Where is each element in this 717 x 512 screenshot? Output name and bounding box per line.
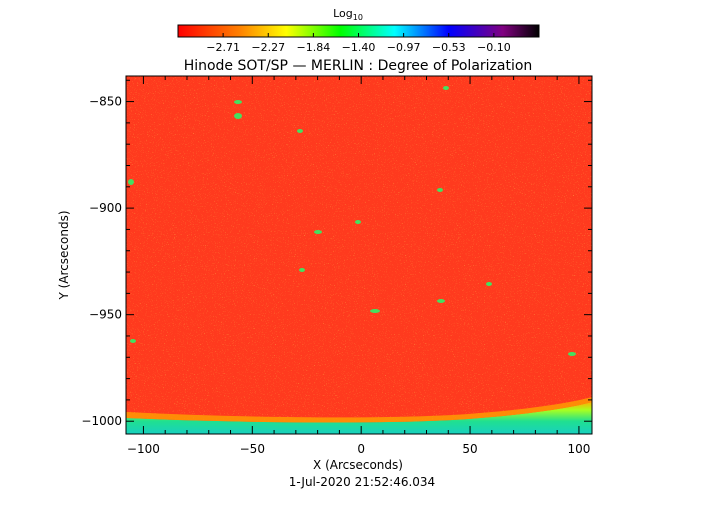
colorbar-tick-label: −2.71 <box>206 41 240 54</box>
image-title: Hinode SOT/SP — MERLIN : Degree of Polar… <box>184 58 533 74</box>
polarization-patches <box>128 86 576 356</box>
patch <box>486 282 492 286</box>
x-tick-label: 0 <box>357 442 365 456</box>
colorbar-ticks: −2.71 −2.27 −1.84 −1.40 −0.97 −0.53 −0.10 <box>206 33 511 54</box>
colorbar-title-sub: 10 <box>353 13 363 22</box>
limb-glow <box>126 397 592 423</box>
y-tick-label: −850 <box>89 95 122 109</box>
patch <box>234 113 242 119</box>
patch <box>299 268 305 272</box>
patch <box>297 129 303 133</box>
y-axis-label: Y (Arcseconds) <box>57 210 71 300</box>
patch <box>370 309 380 313</box>
y-tick-label: −1000 <box>81 414 122 428</box>
colorbar-tick-label: −1.40 <box>342 41 376 54</box>
patch <box>568 352 576 356</box>
colorbar-tick-label: −0.10 <box>477 41 511 54</box>
colorbar-tick-label: −0.97 <box>387 41 421 54</box>
x-tick-label: 100 <box>567 442 590 456</box>
patch <box>234 100 242 104</box>
plot-frame <box>125 75 593 435</box>
colorbar-tick-label: −2.27 <box>251 41 285 54</box>
patch <box>437 188 443 192</box>
x-axis-label: X (Arcseconds) <box>313 458 403 472</box>
colorbar-title-main: Log <box>333 7 353 20</box>
patch <box>437 299 445 303</box>
x-tick-label: −50 <box>240 442 265 456</box>
polarization-map <box>126 76 592 434</box>
colorbar-tick-label: −0.53 <box>432 41 466 54</box>
y-tick-label: −950 <box>89 308 122 322</box>
map-texture <box>126 76 592 434</box>
x-tick-label: 50 <box>462 442 477 456</box>
axis-ticks: −100 −50 0 50 100 −850 −900 −950 −1000 <box>81 76 592 456</box>
colorbar-tick-label: −1.84 <box>297 41 331 54</box>
patch <box>443 86 449 90</box>
limb-edge <box>126 402 592 434</box>
colorbar-title: Log10 <box>333 7 363 22</box>
x-tick-label: −100 <box>127 442 160 456</box>
patch <box>130 339 136 343</box>
date-label: 1-Jul-2020 21:52:46.034 <box>289 475 435 489</box>
patch <box>314 230 322 234</box>
patch <box>355 220 361 224</box>
y-tick-label: −900 <box>89 201 122 215</box>
patch <box>128 179 134 185</box>
